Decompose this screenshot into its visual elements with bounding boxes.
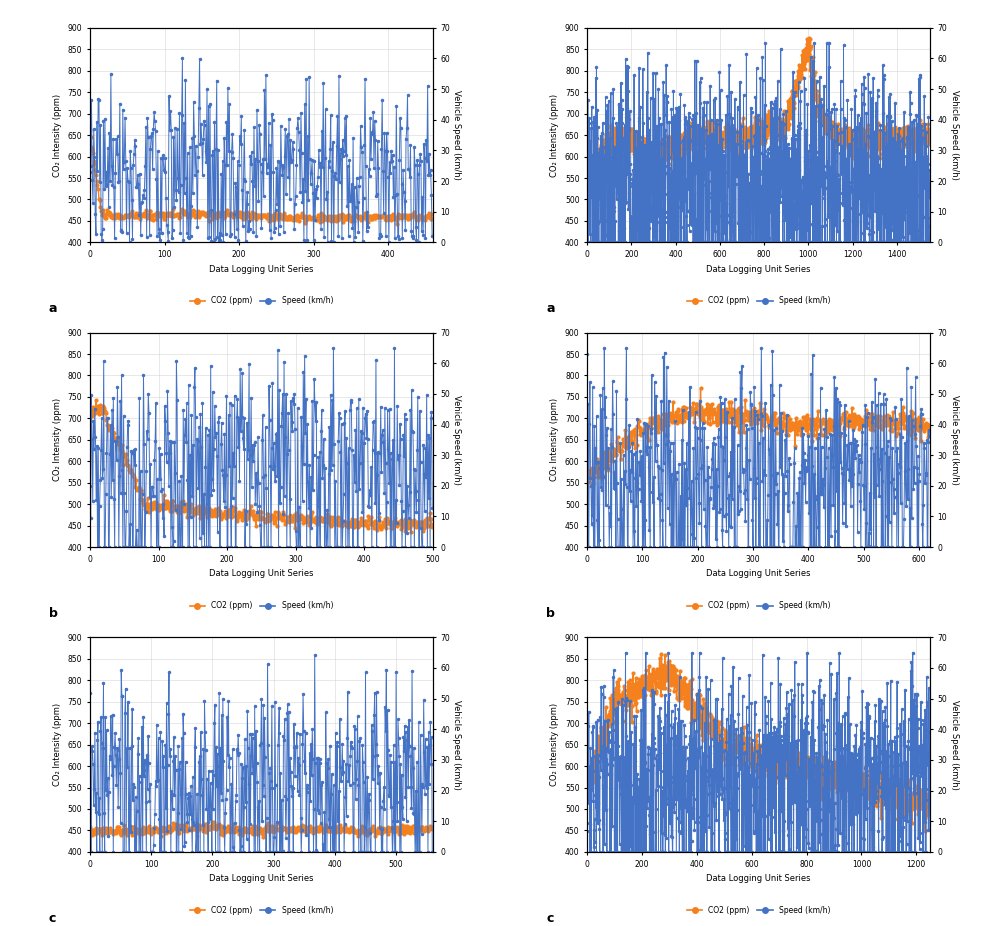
X-axis label: Data Logging Unit Series: Data Logging Unit Series	[209, 569, 314, 579]
X-axis label: Data Logging Unit Series: Data Logging Unit Series	[209, 874, 314, 883]
X-axis label: Data Logging Unit Series: Data Logging Unit Series	[706, 874, 811, 883]
Legend: CO2 (ppm), Speed (km/h): CO2 (ppm), Speed (km/h)	[684, 903, 833, 918]
Legend: CO2 (ppm), Speed (km/h): CO2 (ppm), Speed (km/h)	[684, 294, 833, 308]
Y-axis label: Vehicle Speed (km/h): Vehicle Speed (km/h)	[452, 90, 461, 180]
Y-axis label: Vehicle Speed (km/h): Vehicle Speed (km/h)	[950, 90, 958, 180]
Text: b: b	[49, 607, 58, 620]
Text: a: a	[546, 303, 555, 316]
Y-axis label: Vehicle Speed (km/h): Vehicle Speed (km/h)	[950, 394, 958, 485]
Y-axis label: CO₂ Intensity (ppm): CO₂ Intensity (ppm)	[53, 398, 62, 482]
Y-axis label: CO₂ Intensity (ppm): CO₂ Intensity (ppm)	[550, 94, 559, 177]
X-axis label: Data Logging Unit Series: Data Logging Unit Series	[209, 265, 314, 273]
Text: b: b	[546, 607, 555, 620]
Y-axis label: CO₂ Intensity (ppm): CO₂ Intensity (ppm)	[53, 94, 62, 177]
Legend: CO2 (ppm), Speed (km/h): CO2 (ppm), Speed (km/h)	[684, 598, 833, 613]
Legend: CO2 (ppm), Speed (km/h): CO2 (ppm), Speed (km/h)	[187, 598, 336, 613]
X-axis label: Data Logging Unit Series: Data Logging Unit Series	[706, 265, 811, 273]
Text: c: c	[546, 912, 553, 925]
Legend: CO2 (ppm), Speed (km/h): CO2 (ppm), Speed (km/h)	[187, 294, 336, 308]
Y-axis label: CO₂ Intensity (ppm): CO₂ Intensity (ppm)	[53, 703, 62, 786]
Y-axis label: Vehicle Speed (km/h): Vehicle Speed (km/h)	[950, 700, 958, 790]
Text: a: a	[49, 303, 57, 316]
Y-axis label: Vehicle Speed (km/h): Vehicle Speed (km/h)	[452, 700, 461, 790]
Y-axis label: CO₂ Intensity (ppm): CO₂ Intensity (ppm)	[550, 703, 559, 786]
Y-axis label: Vehicle Speed (km/h): Vehicle Speed (km/h)	[452, 394, 461, 485]
Text: c: c	[49, 912, 56, 925]
X-axis label: Data Logging Unit Series: Data Logging Unit Series	[706, 569, 811, 579]
Y-axis label: CO₂ Intensity (ppm): CO₂ Intensity (ppm)	[550, 398, 559, 482]
Legend: CO2 (ppm), Speed (km/h): CO2 (ppm), Speed (km/h)	[187, 903, 336, 918]
